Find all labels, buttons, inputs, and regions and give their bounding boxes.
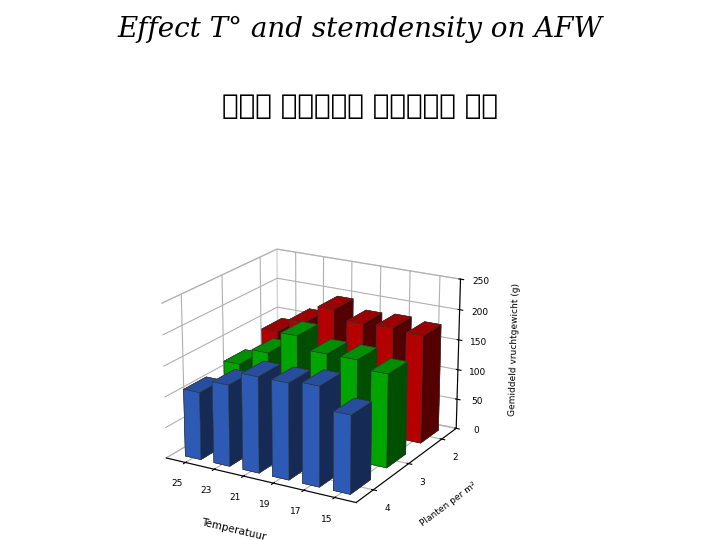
Y-axis label: Planten per m²: Planten per m² <box>418 480 478 528</box>
Text: Effect T° and stemdensity on AFW: Effect T° and stemdensity on AFW <box>117 16 603 43</box>
Text: 온도와 재식밀도가 평균과중에 영향: 온도와 재식밀도가 평균과중에 영향 <box>222 92 498 120</box>
X-axis label: Temperatuur: Temperatuur <box>199 517 267 540</box>
